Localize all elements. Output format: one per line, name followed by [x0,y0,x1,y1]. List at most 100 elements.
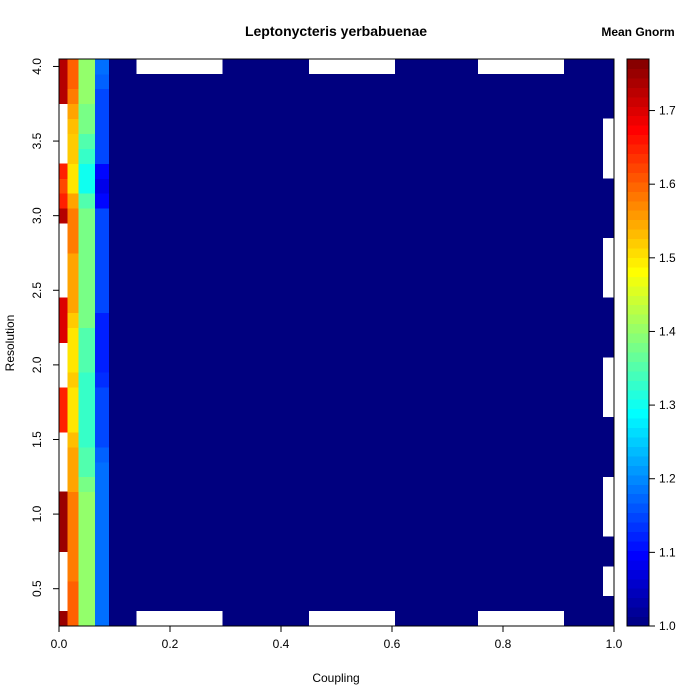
heatmap-cell [108,238,615,254]
heatmap-cell [95,446,110,463]
heatmap-cell [95,178,110,194]
y-tick-label: 0.5 [30,580,44,597]
missing-cell [478,611,565,626]
colorbar-swatch [627,276,649,287]
heatmap-cell [95,312,110,328]
heatmap-cell [78,312,96,328]
heatmap-cell [95,506,110,522]
heatmap-cell [67,223,79,239]
heatmap-cell [78,252,96,269]
colorbar-swatch [627,96,649,107]
heatmap-cell [78,506,96,522]
y-tick-label: 1.5 [30,431,44,448]
colorbar-tick-label: 1.6 [659,177,676,191]
heatmap-cell [108,163,615,179]
heatmap-cell [78,596,96,612]
heatmap-cell [95,357,110,373]
heatmap-cell [95,297,110,314]
heatmap-cell [78,282,96,299]
heatmap-cell [59,208,68,224]
colorbar-swatch [627,474,649,485]
x-tick-label: 1.0 [606,637,623,651]
heatmap-cell [78,103,96,120]
heatmap-cell [59,521,68,537]
colorbar-swatch [627,200,649,211]
heatmap-cell [108,88,615,105]
heatmap-cell [67,461,79,478]
colorbar-swatch [627,540,649,551]
colorbar-swatch [627,512,649,523]
colorbar-swatch [627,229,649,240]
colorbar-swatch [627,210,649,221]
heatmap-cell [78,327,96,343]
heatmap-cell [78,611,96,627]
heatmap-cell [67,238,79,254]
heatmap-cell [67,372,79,388]
colorbar-tick-label: 1.4 [659,324,676,338]
colorbar-swatch [627,248,649,258]
colorbar-title: Mean Gnorm [601,25,674,39]
heatmap-cell [108,267,615,284]
heatmap-cell [67,521,79,537]
missing-cell [308,59,395,74]
heatmap-cell [108,402,615,418]
heatmap-cell [95,491,110,508]
heatmap-cell [78,566,96,582]
heatmap-cell [59,73,68,90]
y-axis: 0.5 1.0 1.5 2.0 2.5 3.0 3.5 4.0 [30,58,59,597]
heatmap-cell [67,297,79,314]
colorbar-swatch [627,257,649,268]
colorbar-swatch [627,578,649,589]
colorbar-tick-label: 1.1 [659,545,676,559]
heatmap-cell [59,387,68,403]
heatmap-cell [108,387,615,403]
heatmap-cell [108,461,615,478]
heatmap-cell [95,596,110,612]
heatmap-cell [67,73,79,90]
colorbar-swatch [627,134,649,145]
heatmap-cell [59,88,68,105]
colorbar-swatch [627,531,649,542]
colorbar-swatch [627,68,649,79]
colorbar-swatch [627,191,649,202]
missing-cell [602,566,614,597]
colorbar-swatch [627,484,649,495]
heatmap-cell [95,372,110,388]
colorbar-swatch [627,106,649,117]
colorbar-swatch [627,333,649,343]
heatmap-cell [78,476,96,493]
colorbar-tick-label: 1.5 [659,251,676,265]
heatmap-cell [108,417,615,433]
heatmap-cell [108,491,615,508]
colorbar-swatch [627,389,649,400]
heatmap-cell [67,312,79,328]
colorbar-swatch [627,77,649,88]
colorbar-swatch [627,238,649,249]
heatmap-cell [95,208,110,224]
y-tick-label: 1.0 [30,505,44,522]
heatmap-cell [95,476,110,493]
heatmap-cell [67,252,79,269]
heatmap-cell [78,446,96,463]
heatmap-cell [67,118,79,134]
heatmap-cell [67,208,79,224]
heatmap-cell [95,148,110,164]
heatmap-cell [59,59,68,75]
colorbar-swatch [627,285,649,296]
colorbar-swatch [627,361,649,372]
heatmap-cell [59,178,68,194]
heatmap-cell [108,506,615,522]
colorbar-swatch [627,616,649,627]
colorbar-swatch [627,162,649,173]
heatmap-cell [108,148,615,164]
colorbar-swatch [627,465,649,476]
heatmap-cell [67,581,79,597]
colorbar-swatch [627,87,649,98]
colorbar-swatch [627,437,649,447]
x-tick-label: 0.6 [384,637,401,651]
missing-cell [136,59,223,74]
heatmap-cell [59,193,68,209]
colorbar-swatch [627,144,649,154]
heatmap-cell [78,223,96,239]
